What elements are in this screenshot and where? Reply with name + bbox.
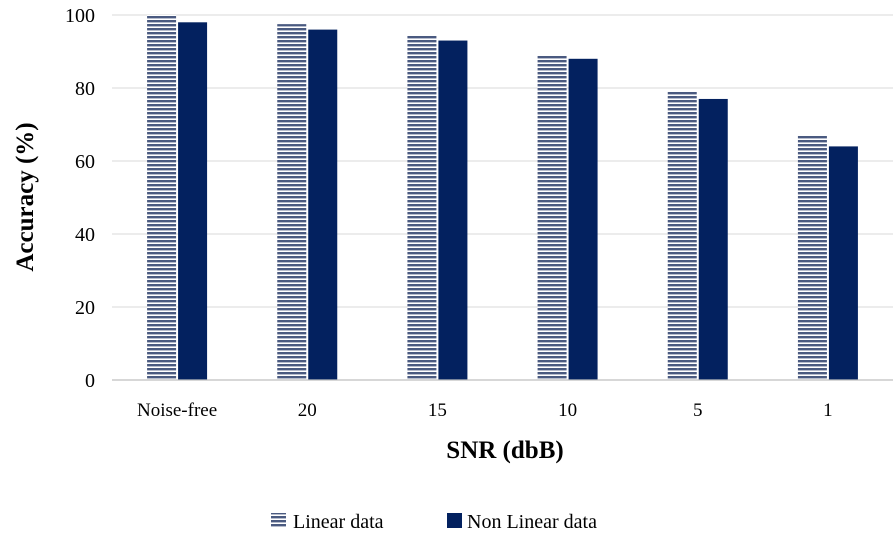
bar-nonlinear bbox=[568, 58, 598, 381]
x-tick-label: 15 bbox=[428, 400, 447, 421]
bar-nonlinear bbox=[828, 146, 858, 380]
y-tick-label: 40 bbox=[75, 224, 95, 246]
legend-label-nonlinear: Non Linear data bbox=[467, 511, 597, 533]
legend: Linear data Non Linear data bbox=[271, 511, 597, 533]
y-tick-label: 80 bbox=[75, 78, 95, 100]
bar-linear bbox=[147, 15, 177, 380]
bar-linear bbox=[537, 55, 567, 381]
bar-linear bbox=[277, 24, 307, 380]
y-tick-label: 100 bbox=[65, 5, 95, 27]
y-tick-label: 0 bbox=[85, 370, 95, 392]
x-tick-label: 5 bbox=[693, 400, 703, 421]
y-tick-label: 20 bbox=[75, 297, 95, 319]
bars bbox=[147, 15, 858, 381]
bar-nonlinear bbox=[438, 40, 468, 381]
x-tick-label: 20 bbox=[298, 400, 317, 421]
x-tick-label: 1 bbox=[823, 400, 833, 421]
bar-nonlinear bbox=[178, 22, 208, 381]
x-tick-label: 10 bbox=[558, 400, 577, 421]
y-tick-label: 60 bbox=[75, 151, 95, 173]
gridlines bbox=[112, 14, 893, 308]
x-axis-title: SNR (dbB) bbox=[446, 437, 563, 464]
legend-swatch-nonlinear bbox=[447, 513, 462, 528]
y-axis-title: Accuracy (%) bbox=[12, 122, 39, 271]
bar-linear bbox=[797, 135, 827, 380]
legend-swatch-linear bbox=[271, 513, 286, 528]
bar-linear bbox=[667, 91, 697, 381]
bar-nonlinear bbox=[698, 98, 728, 380]
bar-linear bbox=[407, 35, 437, 380]
bar-nonlinear bbox=[308, 29, 338, 380]
x-tick-label: Noise-free bbox=[137, 400, 217, 421]
tick-labels: 0 20 40 60 80 100 Noise-free 20 15 10 5 1 bbox=[65, 5, 833, 421]
legend-label-linear: Linear data bbox=[293, 511, 384, 533]
